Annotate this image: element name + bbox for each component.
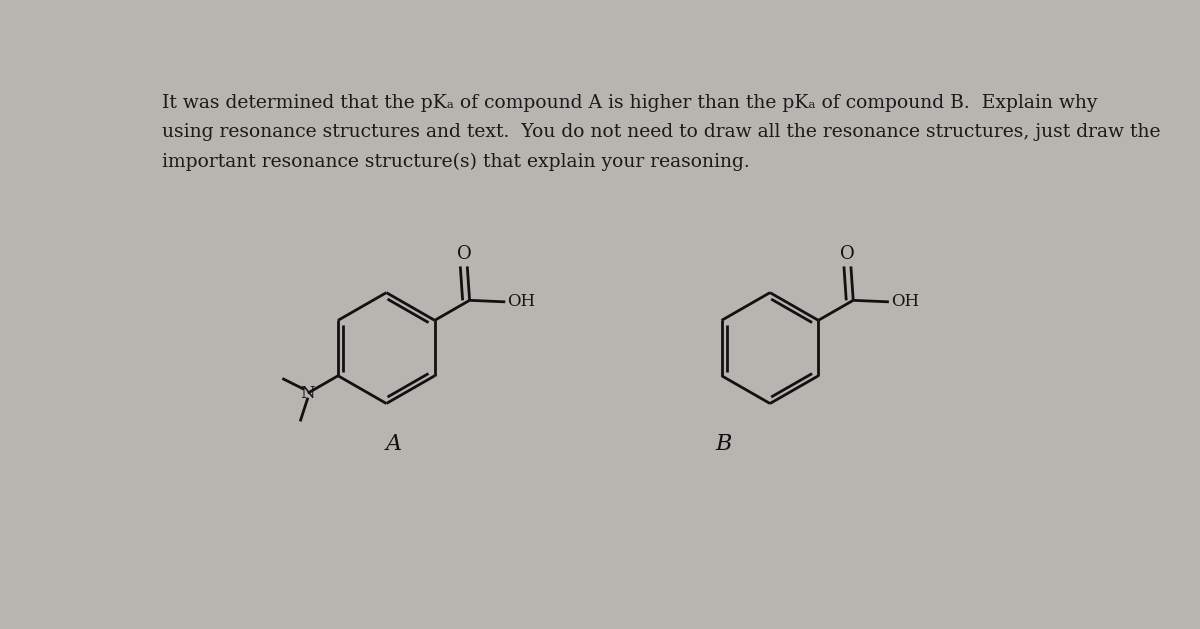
Text: A: A [386,433,402,455]
Text: It was determined that the pKₐ of compound A is higher than the pKₐ of compound : It was determined that the pKₐ of compou… [162,94,1097,112]
Text: using resonance structures and text.  You do not need to draw all the resonance : using resonance structures and text. You… [162,123,1160,142]
Text: OH: OH [508,292,535,309]
Text: N: N [300,384,316,401]
Text: OH: OH [892,292,919,309]
Text: important resonance structure(s) that explain your reasoning.: important resonance structure(s) that ex… [162,152,749,170]
Text: O: O [457,245,472,262]
Text: O: O [840,245,856,262]
Text: B: B [715,433,732,455]
